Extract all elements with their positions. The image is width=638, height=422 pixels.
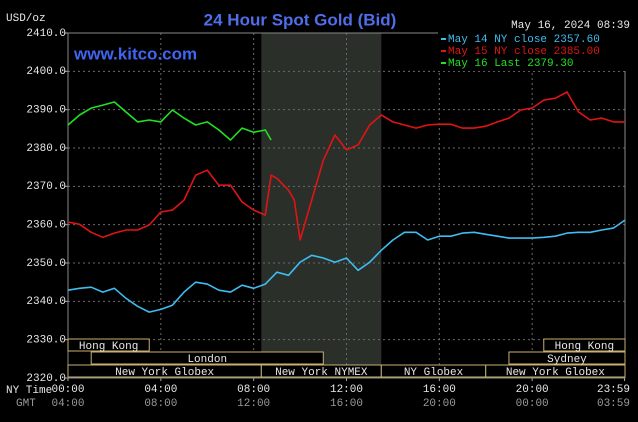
y-tick-label: 2320.0 bbox=[26, 373, 66, 385]
x-tick-label: 00:00 bbox=[51, 384, 84, 396]
x2-tick-label: 03:59 bbox=[597, 398, 630, 410]
x-tick-label: 23:59 bbox=[597, 384, 630, 396]
legend-label: May 14 NY close 2357.60 bbox=[448, 34, 600, 46]
y-tick-label: 2330.0 bbox=[26, 335, 66, 347]
x2-tick-label: 12:00 bbox=[237, 398, 270, 410]
session-box bbox=[90, 351, 324, 365]
x2-row-label: GMT bbox=[16, 398, 36, 410]
session-box bbox=[543, 338, 626, 352]
session-box bbox=[67, 338, 150, 352]
x2-tick-label: 08:00 bbox=[144, 398, 177, 410]
y-tick-label: 2340.0 bbox=[26, 296, 66, 308]
session-label: New York Globex bbox=[115, 367, 214, 379]
session-box bbox=[508, 351, 626, 365]
session-shade bbox=[261, 33, 382, 378]
session-label: New York Globex bbox=[506, 367, 605, 379]
session-label: London bbox=[187, 354, 227, 366]
x2-tick-label: 04:00 bbox=[51, 398, 84, 410]
timestamp: May 16, 2024 08:39 bbox=[511, 20, 630, 32]
session-label: Hong Kong bbox=[555, 341, 614, 353]
x2-tick-label: 20:00 bbox=[423, 398, 456, 410]
y-tick-label: 2360.0 bbox=[26, 220, 66, 232]
x2-tick-label: 16:00 bbox=[330, 398, 363, 410]
x-tick-label: 12:00 bbox=[330, 384, 363, 396]
y-tick-label: 2350.0 bbox=[26, 258, 66, 270]
y-tick-label: 2390.0 bbox=[26, 105, 66, 117]
y-tick-label: 2370.0 bbox=[26, 181, 66, 193]
y-tick-label: 2380.0 bbox=[26, 143, 66, 155]
y-tick-label: 2410.0 bbox=[26, 28, 66, 40]
x-tick-label: 20:00 bbox=[516, 384, 549, 396]
y-tick-label: 2400.0 bbox=[26, 66, 66, 78]
x2-tick-label: 00:00 bbox=[516, 398, 549, 410]
brand: www.kitco.com bbox=[73, 44, 197, 63]
y-axis-label: USD/oz bbox=[6, 13, 46, 25]
session-box bbox=[485, 364, 626, 378]
x-tick-label: 08:00 bbox=[237, 384, 270, 396]
legend-label: May 16 Last 2379.30 bbox=[448, 58, 573, 70]
plot-frame bbox=[67, 32, 626, 379]
x-row-label: NY Time bbox=[6, 385, 52, 397]
session-label: NY Globex bbox=[404, 367, 464, 379]
legend-label: May 15 NY close 2385.00 bbox=[448, 46, 600, 58]
x-tick-label: 16:00 bbox=[423, 384, 456, 396]
price-line bbox=[67, 91, 625, 241]
price-line bbox=[67, 219, 626, 313]
session-label: Hong Kong bbox=[79, 341, 138, 353]
price-line bbox=[67, 101, 272, 141]
legend-box bbox=[438, 31, 627, 71]
x-tick-label: 04:00 bbox=[144, 384, 177, 396]
session-label: Sydney bbox=[547, 354, 587, 366]
chart-title: 24 Hour Spot Gold (Bid) bbox=[204, 10, 397, 29]
session-label: New York NYMEX bbox=[275, 367, 368, 379]
